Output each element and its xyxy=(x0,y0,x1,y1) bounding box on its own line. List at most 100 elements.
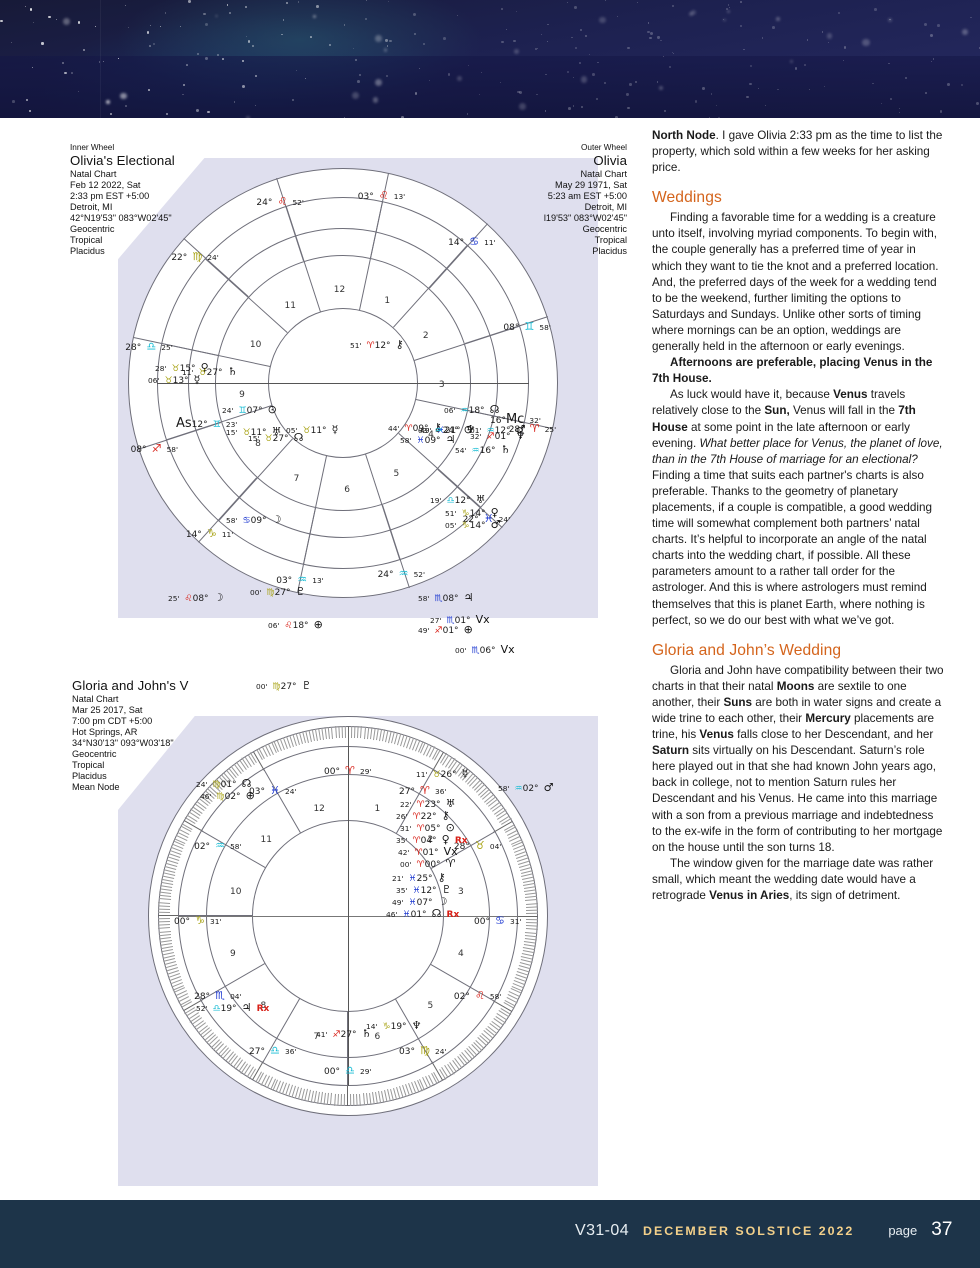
outer-chart-coords: l19'53" 083°W02'45" xyxy=(543,213,627,224)
bold-run: North Node xyxy=(652,129,716,142)
chart-label: 14' ♑19° ♆ xyxy=(366,1019,422,1032)
chart-label: 24° ♌ 52' xyxy=(256,194,304,208)
chart-label: 2 xyxy=(427,834,434,845)
chart-label: 2 xyxy=(422,330,429,341)
chart-label: 24° ♒ 52' xyxy=(377,567,426,581)
degree-tick xyxy=(525,906,538,908)
chart-label: 9 xyxy=(230,948,236,959)
chart-label: 10 xyxy=(230,887,242,898)
bold-run: 7th House xyxy=(652,404,916,434)
chart-olivia: Inner Wheel Olivia's Electional Natal Ch… xyxy=(0,118,645,692)
chart-label: 22° ♍ 24' xyxy=(171,249,219,263)
chart-olivia-outer-header: Outer Wheel Olivia Natal Chart May 29 19… xyxy=(544,143,627,257)
chart-label: 21' ♓25° ⚷ xyxy=(392,871,446,884)
inner-chart-coords: 42°N19'53" 083°W02'45" xyxy=(70,213,172,224)
chart-label: 3 xyxy=(457,887,464,898)
footer-volume: V31-04 xyxy=(575,1222,629,1239)
chart-label: 7 xyxy=(293,474,300,485)
degree-tick xyxy=(516,916,538,917)
bold-run: Venus xyxy=(833,388,868,402)
degree-tick xyxy=(334,726,337,739)
chart-label: 05' ♉11° ☿ xyxy=(286,423,339,436)
degree-tick xyxy=(348,726,349,748)
chart-label: 52' ♎19° ♃ Rx xyxy=(196,1001,270,1014)
article-column: North Node. I gave Olivia 2:33 pm as the… xyxy=(652,128,944,904)
chart-label: 06' ♉13° ☿ xyxy=(148,373,201,386)
chart-label: 7 xyxy=(313,1031,320,1042)
chart-label: 10 xyxy=(249,339,262,350)
chart-label: 00' ♍27° ♇ xyxy=(250,585,306,598)
chart-label: 49' ♐01° ⊕ xyxy=(418,623,473,636)
chart-label: 46' ♍02° ⊕ xyxy=(200,789,255,802)
italic-run: What better place for Venus, the planet … xyxy=(652,436,943,466)
bold-run: Sun, xyxy=(764,404,790,418)
outer-chart-date: May 29 1971, Sat xyxy=(554,180,627,191)
footer-issue: DECEMBER SOLSTICE 2022 xyxy=(643,1224,855,1238)
chart-label: 6 xyxy=(374,1031,381,1042)
chart-label: 11' ♉26° ☿ xyxy=(416,767,469,780)
chart-label: 25' ♌08° ☽ xyxy=(168,591,224,604)
chart-label: 11 xyxy=(260,834,272,845)
chart-gloria-header: Gloria and John's V Natal Chart Mar 25 2… xyxy=(72,678,189,793)
inner-chart-type: Natal Chart xyxy=(70,169,117,180)
chart-label: 03° ♍ 24' xyxy=(399,1043,447,1057)
bold-run: Saturn xyxy=(652,744,690,758)
footer-page-number: 37 xyxy=(931,1219,953,1240)
chart-label: 8 xyxy=(260,1001,267,1012)
chart-label: 02° ♒ 58' xyxy=(194,839,242,852)
article-paragraph: Finding a favorable time for a wedding i… xyxy=(652,211,939,354)
chart-label: 00° ♎ 29' xyxy=(324,1064,372,1077)
inner-chart-place: Detroit, MI xyxy=(70,202,113,213)
chart-label: 28° ♎ 25' xyxy=(125,340,173,354)
bold-run: Afternoons are preferable, placing Venus… xyxy=(652,356,933,386)
degree-tick xyxy=(158,911,171,913)
chart-label: 11 xyxy=(284,301,296,312)
chart-label: 6 xyxy=(344,484,350,495)
chart-olivia-horizon-axis xyxy=(157,382,529,384)
degree-tick xyxy=(158,908,171,910)
house-cusp-line xyxy=(444,916,518,917)
chart-label: 03° ♓ 24' xyxy=(249,784,297,798)
chart-label: 19' ♎12° ♅ xyxy=(430,493,486,506)
chart-label: 8 xyxy=(255,439,261,450)
chart-label: 12 xyxy=(333,285,346,296)
degree-tick xyxy=(337,1093,339,1106)
chart-label: 03° ♌ 13' xyxy=(357,189,406,203)
chart-label: 06' ♌18° ⊕ xyxy=(268,618,323,631)
gloria-chart-time: 7:00 pm CDT +5:00 xyxy=(72,716,153,726)
chart-label: 00° ♋ 31' xyxy=(474,914,522,927)
banner-seam xyxy=(100,0,101,118)
bold-run: Moons xyxy=(776,679,815,693)
chart-label: 00° ♑ 31' xyxy=(174,914,222,927)
chart-label: 1 xyxy=(384,295,391,306)
article-heading: Gloria and John’s Wedding xyxy=(652,641,842,659)
chart-label: 58' ♏08° ♃ xyxy=(418,591,474,604)
gloria-chart-node: Mean Node xyxy=(72,782,120,792)
degree-tick xyxy=(338,726,340,739)
chart-label: 24' ♍01° ☊ xyxy=(196,777,252,790)
chart-olivia-inner-header: Inner Wheel Olivia's Electional Natal Ch… xyxy=(70,143,175,257)
chart-label: 4 xyxy=(457,948,464,959)
degree-tick xyxy=(525,902,538,905)
article-paragraph: Gloria and John have compatibility betwe… xyxy=(652,663,944,854)
chart-label: 49' ♓07° ☽ xyxy=(392,895,448,908)
inner-chart-zodiac: Tropical xyxy=(70,235,103,246)
chart-label: 00° ♈ 29' xyxy=(324,764,372,777)
degree-tick xyxy=(344,726,346,739)
chart-label: 22' ♈23° ♅ xyxy=(400,797,456,810)
gloria-chart-name: Gloria and John's V xyxy=(72,678,189,693)
chart-label: 05' ♑14° ♂ xyxy=(445,518,501,531)
chart-label: 31' ♈05° ⊙ xyxy=(400,821,455,834)
degree-tick xyxy=(333,1093,336,1106)
inner-chart-name: Olivia's Electional xyxy=(70,153,175,169)
degree-tick xyxy=(525,909,538,911)
degree-tick xyxy=(340,1093,342,1106)
chart-label: 27° ♈ 36' xyxy=(399,784,447,798)
chart-label: 42' ♈01° Vx xyxy=(398,845,458,858)
bold-run: Venus xyxy=(699,728,734,742)
chart-label: 9 xyxy=(239,390,245,401)
article-paragraph: As luck would have it, because Venus tra… xyxy=(652,388,943,627)
chart-label: 35' ♈04° ♀ Rx xyxy=(396,833,468,846)
gloria-chart-place: Hot Springs, AR xyxy=(72,727,138,737)
chart-label: 5 xyxy=(427,1001,434,1012)
